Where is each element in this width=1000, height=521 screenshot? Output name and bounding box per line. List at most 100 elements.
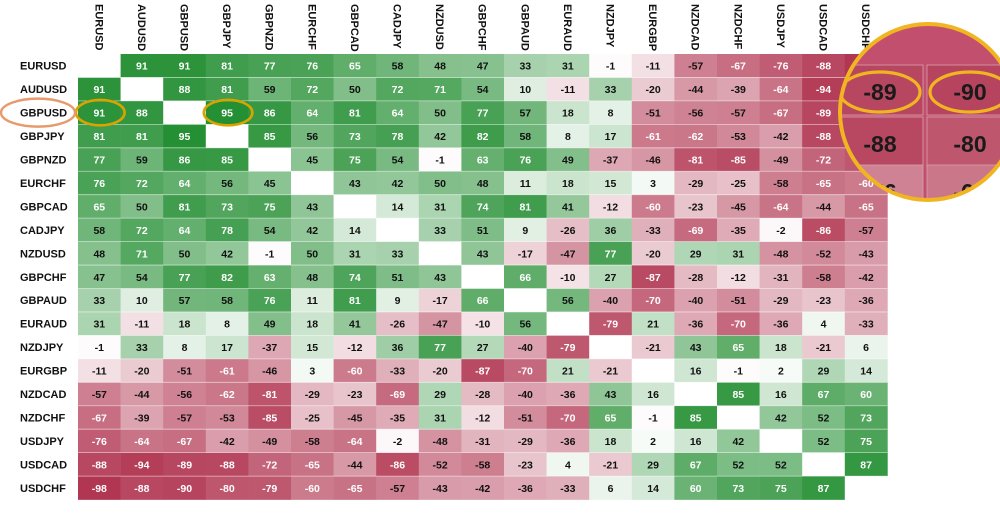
cell-value-label: 50 (306, 248, 318, 260)
heatmap-cell (205, 147, 249, 172)
cell-value-label: 2 (650, 436, 656, 448)
heatmap-cell (376, 265, 420, 289)
column-label: USDCHF (859, 4, 871, 50)
cell-value-label: -62 (220, 389, 235, 401)
cell-value-label: -1 (734, 366, 743, 378)
heatmap-cell (589, 77, 633, 102)
cell-value-label: -1 (435, 155, 444, 167)
heatmap-cell (844, 405, 888, 430)
heatmap-cell (546, 452, 590, 477)
cell-value-label: -69 (390, 389, 405, 401)
cell-value-label: -17 (433, 295, 448, 307)
cell-value-label: 43 (434, 272, 446, 284)
cell-value-label: 42 (775, 412, 787, 424)
cell-value-label: -11 (135, 319, 150, 331)
cell-value-label: 47 (477, 61, 489, 73)
row-label: AUDUSD (20, 84, 67, 96)
heatmap-cell (631, 124, 675, 149)
column-label: EURUSD (92, 4, 104, 51)
cell-value-label: 81 (93, 131, 105, 143)
cell-value-label: -26 (390, 319, 405, 331)
heatmap-cell (333, 171, 377, 195)
cell-value-label: 81 (349, 295, 361, 307)
cell-value-label: 33 (519, 61, 531, 73)
cell-value-label: 57 (179, 295, 191, 307)
heatmap-cell (333, 288, 377, 313)
cell-value-label: 36 (392, 342, 404, 354)
cell-value-label: 86 (179, 155, 191, 167)
heatmap-cell (589, 311, 633, 336)
cell-value-label: -33 (859, 319, 874, 331)
heatmap-cell (717, 358, 760, 383)
heatmap-cell (120, 54, 164, 78)
heatmap-cell (333, 100, 377, 125)
heatmap-cell (163, 382, 207, 407)
row-labels: EURUSD AUDUSD GBPUSD GBPJPY GBPNZD EURCHF GBPC… (20, 61, 68, 495)
cell-value-label: 88 (179, 84, 191, 96)
cell-value-label: -56 (177, 389, 192, 401)
column-labels: EURUSD AUDUSD GBPUSD GBPJPY GBPNZD EURCHF GBPC… (92, 4, 871, 52)
cell-value-label: -64 (773, 84, 788, 96)
heatmap-cell (291, 265, 334, 289)
cell-value-label: 52 (732, 459, 744, 471)
heatmap-cell (120, 265, 164, 289)
cell-value-label: 60 (690, 483, 702, 495)
cell-value-label: -35 (390, 412, 405, 424)
heatmap-cell (461, 147, 505, 172)
cell-value-label: -44 (134, 389, 149, 401)
cell-value-label: 29 (647, 459, 659, 471)
heatmap-cell (333, 382, 377, 407)
cell-value-label: -94 (134, 459, 149, 471)
cell-value-label: -43 (433, 483, 448, 495)
cell-value-label: -20 (646, 248, 661, 260)
heatmap-cell (759, 288, 803, 313)
cell-value-label: 41 (349, 319, 361, 331)
heatmap-cell (120, 124, 164, 149)
cell-value-label: 85 (221, 155, 233, 167)
row-label: EURAUD (20, 319, 67, 331)
cell-value-label: -44 (347, 459, 362, 471)
cell-value-label: 64 (179, 178, 191, 190)
heatmap-cell (78, 335, 121, 360)
cell-value-label: -33 (560, 483, 575, 495)
cell-value-label: -60 (347, 366, 362, 378)
cell-value-label: -60 (646, 201, 661, 213)
cell-value-label: 65 (732, 342, 744, 354)
heatmap-cell (291, 100, 334, 125)
cell-value-label: 85 (690, 412, 702, 424)
heatmap-cell (120, 77, 164, 102)
heatmap-cell (291, 405, 334, 430)
cell-value-label: 75 (775, 483, 787, 495)
row-label: EURUSD (20, 61, 67, 73)
cell-value-label: -57 (92, 389, 107, 401)
heatmap-cell (717, 147, 760, 172)
heatmap-cell (504, 218, 547, 242)
row-label: GBPNZD (20, 155, 67, 167)
heatmap-cell (333, 429, 377, 453)
heatmap-cell (546, 265, 590, 289)
cell-value-label: 29 (818, 366, 830, 378)
heatmap-cell (504, 124, 547, 149)
heatmap-cell (248, 265, 292, 289)
heatmap-cell (631, 476, 675, 500)
heatmap-cell (78, 476, 121, 500)
cell-value-label: 81 (221, 84, 233, 96)
cell-value-label: 17 (605, 131, 617, 143)
cell-value-label: -58 (773, 178, 788, 190)
column-label: NZDCHF (731, 4, 743, 49)
heatmap-cell (248, 124, 292, 149)
row-label: GBPAUD (20, 295, 67, 307)
heatmap-cell (504, 452, 547, 477)
heatmap-cell (844, 358, 888, 383)
cell-value-label: 16 (690, 366, 702, 378)
cell-value-label: 10 (519, 84, 531, 96)
heatmap-cell (546, 147, 590, 172)
heatmap-cell (717, 100, 760, 125)
cell-value-label: 87 (860, 459, 872, 471)
heatmap-cell (78, 358, 121, 383)
cell-value-label: -58 (816, 272, 831, 284)
heatmap-cell (248, 241, 292, 266)
cell-value-label: 15 (605, 178, 617, 190)
cell-value-label: 81 (519, 201, 531, 213)
heatmap-cell (163, 124, 207, 149)
